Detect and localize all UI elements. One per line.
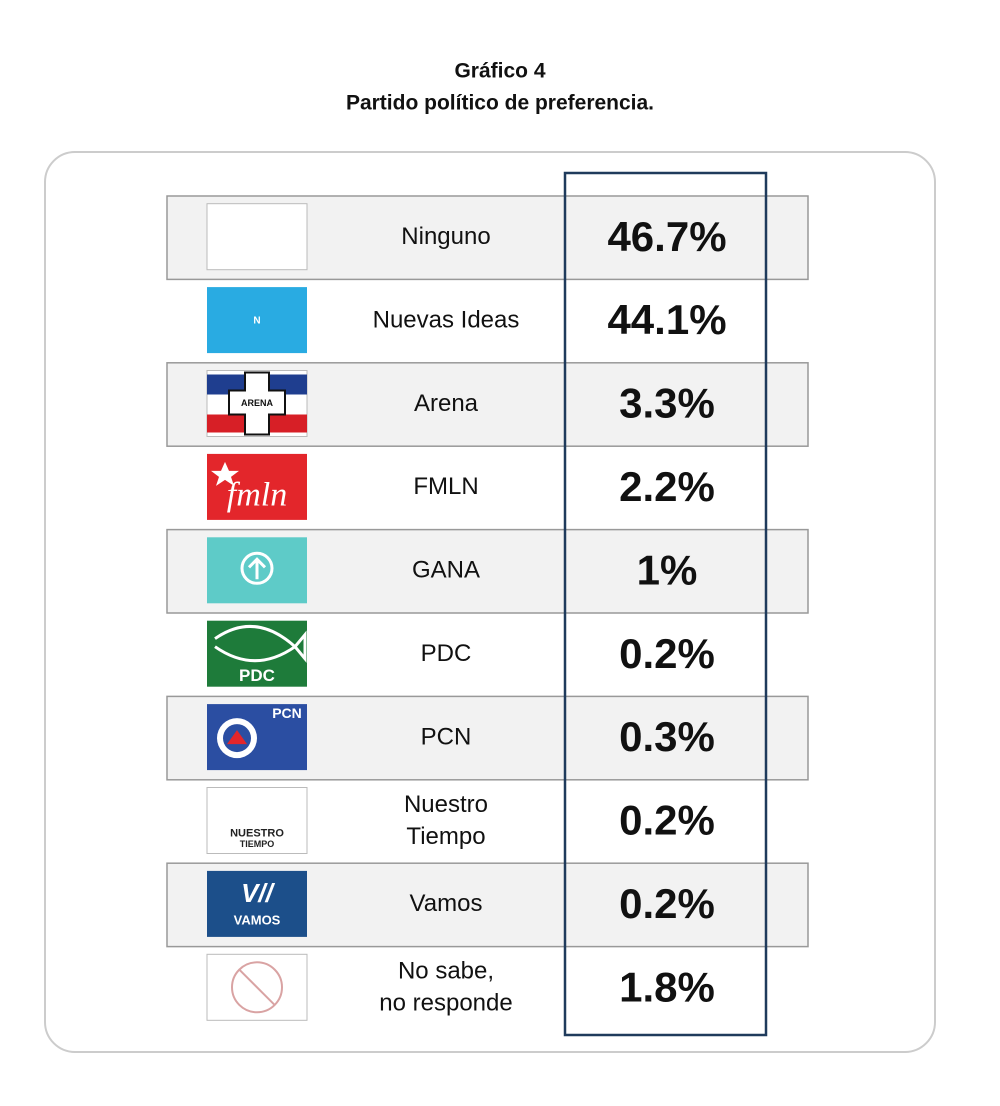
frame	[44, 151, 936, 1053]
party-name: PDC	[421, 640, 472, 667]
party-name: Tiempo	[406, 823, 485, 850]
logo-tri	[227, 730, 247, 745]
party-name: Nuestro	[404, 791, 488, 818]
logo	[206, 787, 308, 854]
value: 0.2%	[619, 630, 715, 677]
party-name: no responde	[379, 990, 512, 1017]
party-name: FMLN	[413, 473, 478, 500]
logo-circle	[240, 551, 274, 585]
party-name: Arena	[414, 390, 479, 417]
party-name: Vamos	[410, 890, 483, 917]
value: 1%	[637, 546, 698, 593]
party-name: No sabe,	[398, 958, 494, 985]
party-name: Nuevas Ideas	[373, 306, 520, 333]
logo-text: PCN	[272, 705, 302, 721]
logo-text: fmln	[227, 477, 287, 514]
party-name: PCN	[421, 723, 472, 750]
logo-circle	[231, 961, 283, 1014]
party-name: Ninguno	[401, 223, 490, 250]
value: 2.2%	[619, 463, 715, 510]
party-name: GANA	[412, 557, 480, 584]
logo-text: N	[253, 316, 260, 327]
logo-text: ARENA	[241, 398, 274, 408]
value: 46.7%	[607, 213, 726, 260]
logo-slash	[238, 968, 276, 1007]
logo-text: V//	[241, 878, 276, 908]
highlight-box	[563, 171, 768, 1037]
logo-star	[211, 461, 239, 486]
logo	[207, 287, 307, 354]
subtitle: Partido político de preferencia.	[346, 92, 654, 115]
logo-text: PDC	[239, 666, 275, 685]
value: 44.1%	[607, 296, 726, 343]
title: Gráfico 4	[454, 60, 545, 83]
logo-text: VAMOS	[234, 912, 281, 927]
value: 0.2%	[619, 797, 715, 844]
value: 0.2%	[619, 880, 715, 927]
logo-text: TIEMPO	[240, 839, 275, 849]
logo	[207, 870, 307, 937]
value: 0.3%	[619, 713, 715, 760]
logo-cross	[228, 371, 286, 436]
logo	[206, 203, 308, 271]
logo-text: NUESTRO	[230, 827, 284, 839]
value: 3.3%	[619, 380, 715, 427]
logo-fish	[214, 625, 307, 663]
value: 1.8%	[619, 963, 715, 1010]
logo-arrow	[247, 557, 267, 580]
